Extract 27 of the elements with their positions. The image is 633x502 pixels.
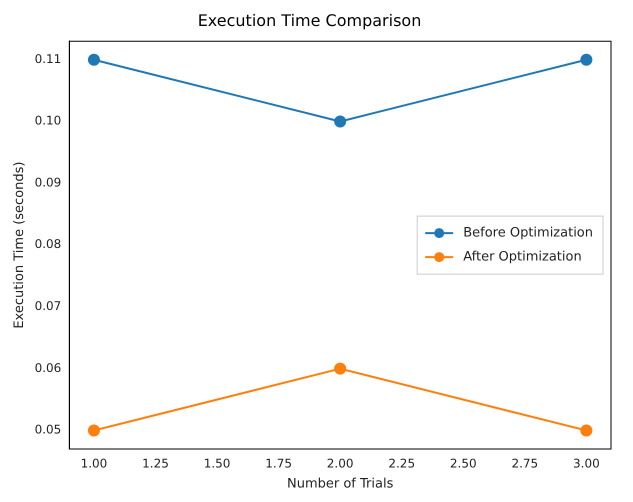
x-tick-label: 2.00 — [326, 456, 354, 470]
y-tick-label: 0.07 — [34, 299, 62, 314]
y-axis-title: Execution Time (seconds) — [12, 162, 28, 329]
x-axis-title: Number of Trials — [286, 476, 394, 492]
y-tick-label: 0.06 — [34, 360, 62, 375]
y-tick-label: 0.10 — [34, 114, 62, 128]
y-tick-label: 0.05 — [34, 422, 62, 437]
x-tick-label: 2.75 — [511, 456, 538, 470]
y-tick-label: 0.09 — [34, 175, 62, 190]
point — [88, 54, 100, 66]
point — [580, 54, 592, 66]
y-tick-label: 0.11 — [34, 52, 62, 66]
x-tick-label: 1.25 — [142, 456, 169, 470]
x-tick-label: 2.50 — [450, 456, 477, 470]
x-tick-label: 1.75 — [265, 456, 292, 470]
x-tick-label: 1.00 — [80, 456, 108, 470]
x-tick-label: 3.00 — [573, 456, 600, 470]
point — [334, 362, 346, 375]
point — [334, 116, 346, 128]
x-tick-label: 2.25 — [388, 456, 416, 470]
y-tick-label: 0.08 — [34, 237, 62, 252]
point — [88, 424, 100, 436]
legend-label: Before Optimization — [463, 225, 593, 240]
x-tick-label: 1.50 — [204, 456, 230, 470]
chart-title: Execution Time Comparison — [198, 10, 422, 30]
point — [580, 424, 592, 436]
legend-label: After Optimization — [463, 249, 582, 264]
